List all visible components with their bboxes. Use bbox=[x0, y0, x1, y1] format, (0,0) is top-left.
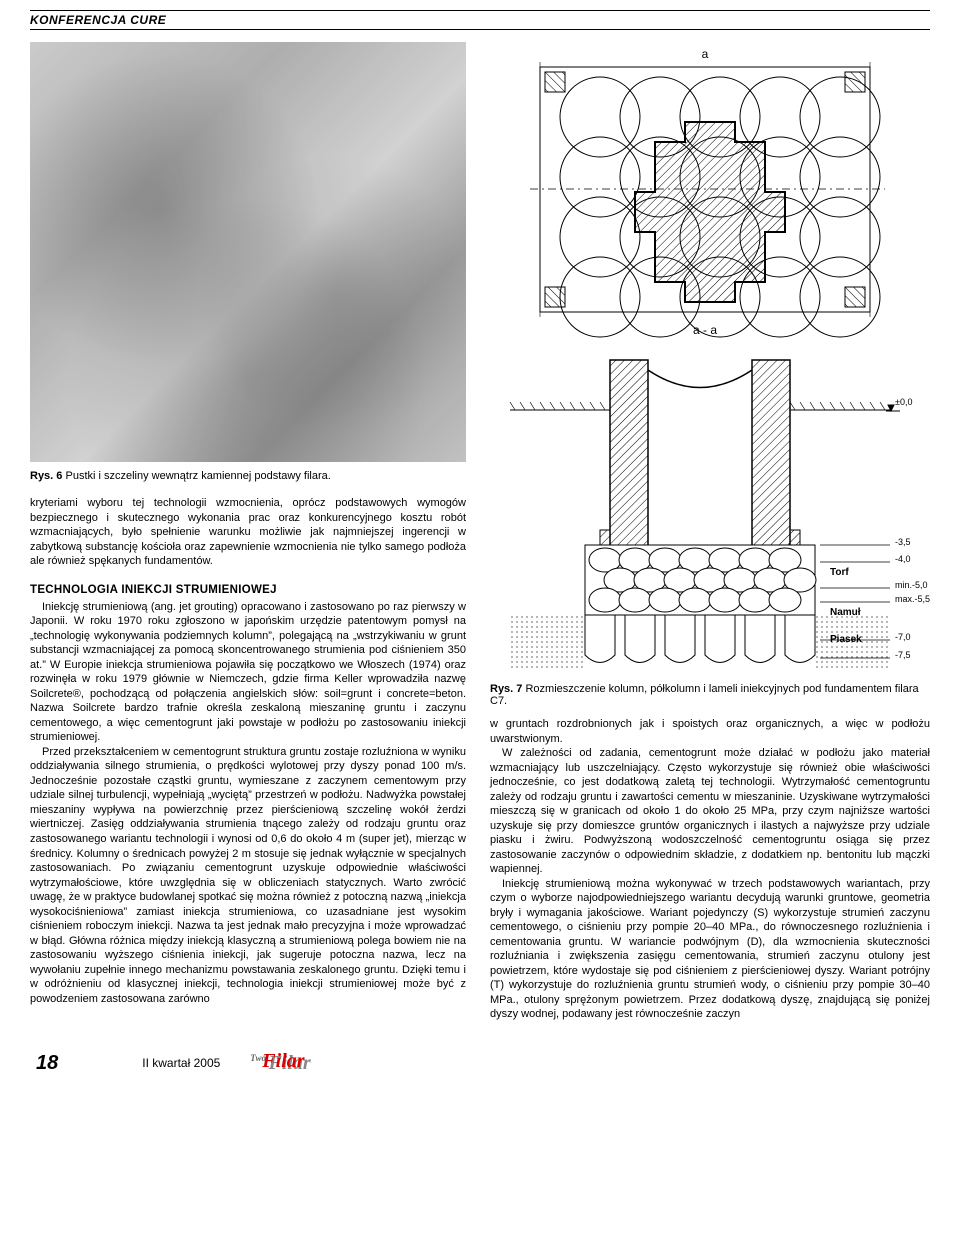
page: KONFERENCJA CURE Rys. 6 Pustki i szczeli… bbox=[0, 0, 960, 1097]
columns: Rys. 6 Pustki i szczeliny wewnątrz kamie… bbox=[30, 42, 930, 1022]
cross-level-label: Piasek bbox=[830, 634, 862, 645]
cross-level-label: ±0,0 bbox=[895, 397, 912, 407]
cross-level-label: min.-5,0 bbox=[895, 580, 928, 590]
magazine-logo: TwójFilar Filar bbox=[244, 1050, 316, 1077]
left-para-3: Przed przekształceniem w cementogrunt st… bbox=[30, 745, 466, 1006]
right-para-3: Iniekcję strumieniową można wykonywać w … bbox=[490, 877, 930, 1022]
left-body-text: kryteriami wyboru tej technologii wzmocn… bbox=[30, 496, 466, 1006]
figure-7-plan-diagram: a a - a bbox=[490, 42, 930, 342]
right-para-2: W zależności od zadania, cementogrunt mo… bbox=[490, 746, 930, 877]
cross-level-label: -3,5 bbox=[895, 537, 911, 547]
cross-level-label: Torf bbox=[830, 567, 849, 578]
left-para-2: Iniekcję strumieniową (ang. jet grouting… bbox=[30, 600, 466, 745]
cross-level-label: -4,0 bbox=[895, 554, 911, 564]
figure-6-photo bbox=[30, 42, 466, 462]
diagram-label-a-top: a bbox=[702, 47, 709, 61]
figure-6-caption: Rys. 6 Pustki i szczeliny wewnątrz kamie… bbox=[30, 470, 466, 482]
logo-main: Filar bbox=[262, 1050, 304, 1073]
section-header: KONFERENCJA CURE bbox=[30, 10, 930, 30]
figure-7-text: Rozmieszczenie kolumn, półkolumn i lamel… bbox=[490, 683, 919, 707]
cross-level-label: -7,5 bbox=[895, 650, 911, 660]
left-para-1: kryteriami wyboru tej technologii wzmocn… bbox=[30, 496, 466, 569]
subheading-tech: TECHNOLOGIA INIEKCJI STRUMIENIOWEJ bbox=[30, 583, 466, 598]
diagram-label-a-bottom: a - a bbox=[693, 323, 717, 337]
figure-6-label: Rys. 6 bbox=[30, 470, 62, 482]
left-column: Rys. 6 Pustki i szczeliny wewnątrz kamie… bbox=[30, 42, 466, 1022]
right-column: a a - a bbox=[490, 42, 930, 1022]
right-body-text: w gruntach rozdrobnionych jak i spoistyc… bbox=[490, 717, 930, 1022]
cross-level-label: Namuł bbox=[830, 607, 861, 618]
page-footer: 18 II kwartał 2005 TwójFilar Filar bbox=[30, 1050, 930, 1077]
figure-7-label: Rys. 7 bbox=[490, 683, 522, 695]
issue-label: II kwartał 2005 bbox=[142, 1056, 220, 1070]
cross-level-label: -7,0 bbox=[895, 632, 911, 642]
page-number: 18 bbox=[36, 1052, 58, 1075]
figure-6-text: Pustki i szczeliny wewnątrz kamiennej po… bbox=[65, 470, 330, 482]
figure-7-caption: Rys. 7 Rozmieszczenie kolumn, półkolumn … bbox=[490, 683, 930, 707]
right-para-1: w gruntach rozdrobnionych jak i spoistyc… bbox=[490, 717, 930, 746]
figure-7-cross-section: ±0,0 -3,5 -4,0 Torf min.-5,0 max.-5,5 Namuł Pia… bbox=[490, 350, 930, 675]
cross-level-label: max.-5,5 bbox=[895, 594, 930, 604]
